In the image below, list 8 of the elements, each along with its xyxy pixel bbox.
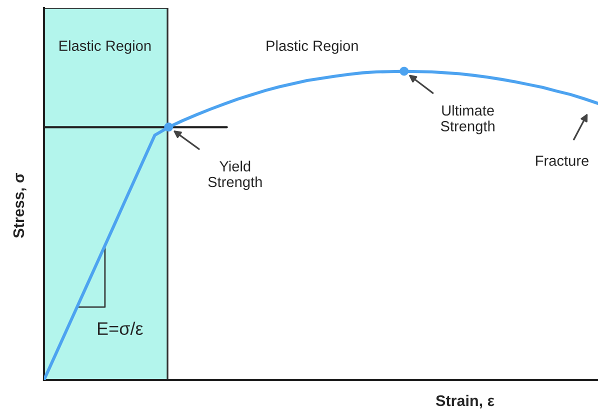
y-axis-title: Stress, σ — [13, 172, 26, 238]
annotation: E=σ/ε — [98, 322, 143, 335]
annotation: Yield Strength — [208, 160, 262, 190]
text: Elastic Region — [60, 40, 151, 54]
annotation: Ultimate Strength — [440, 104, 494, 134]
text: Plastic Region — [266, 40, 358, 54]
x-axis-title: Strain, ε — [436, 394, 494, 408]
annotation: Fracture — [536, 156, 588, 166]
